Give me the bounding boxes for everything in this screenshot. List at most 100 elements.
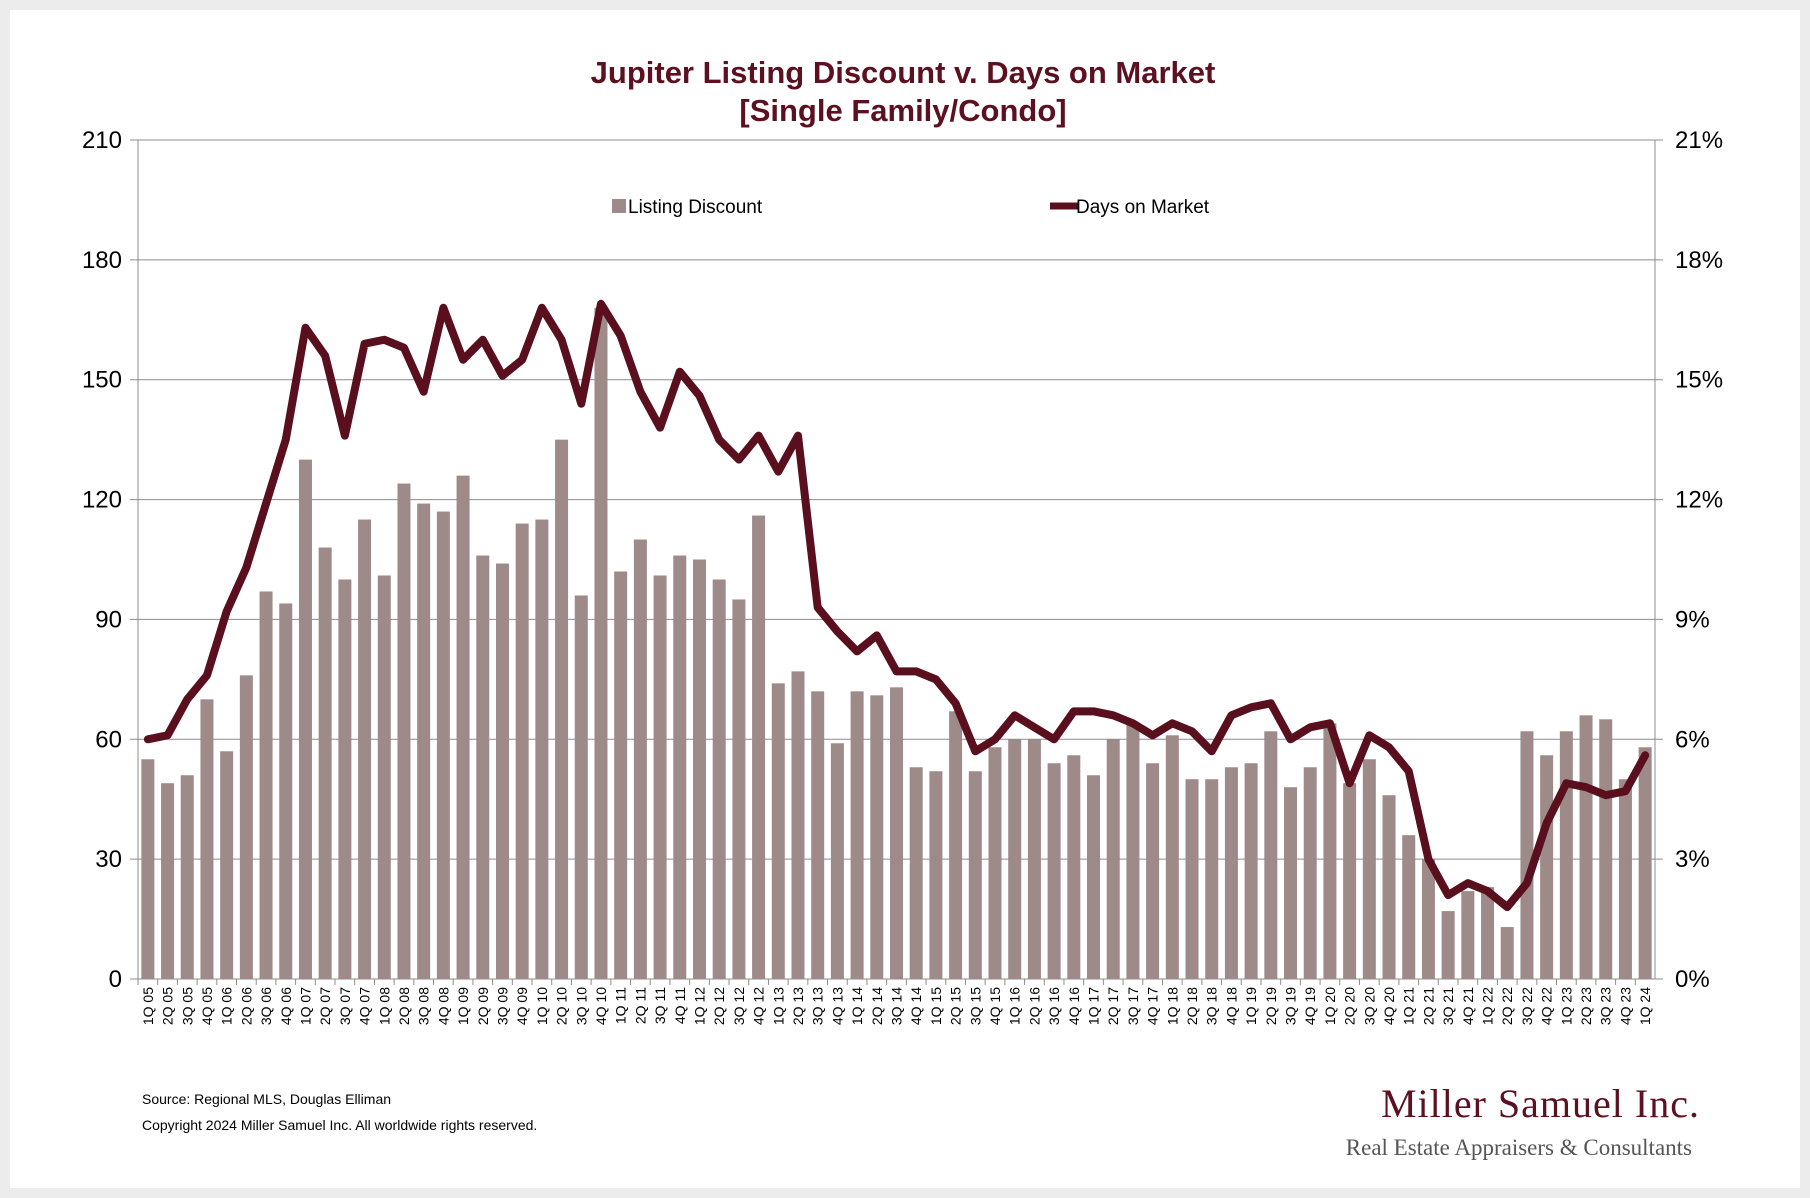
left-tick-label: 180 (82, 247, 122, 274)
x-tick-label: 1Q 06 (219, 987, 235, 1025)
footer-source: Source: Regional MLS, Douglas Elliman (142, 1091, 391, 1107)
chart-title-line2: [Single Family/Condo] (739, 93, 1066, 128)
x-tick-label: 2Q 15 (948, 987, 964, 1025)
x-tick-label: 3Q 07 (337, 987, 353, 1025)
x-tick-label: 1Q 18 (1164, 987, 1180, 1025)
bar (1559, 731, 1573, 979)
bar (1146, 763, 1160, 979)
x-tick-label: 4Q 14 (908, 987, 924, 1025)
bar (1126, 723, 1140, 979)
x-tick-label: 1Q 09 (455, 987, 471, 1025)
x-tick-label: 1Q 20 (1322, 987, 1338, 1025)
x-tick-label: 1Q 11 (613, 987, 629, 1024)
brand-name: Miller Samuel Inc. (1381, 1081, 1700, 1126)
x-tick-label: 3Q 08 (416, 987, 432, 1025)
x-tick-label: 3Q 09 (494, 987, 510, 1025)
bar (949, 711, 963, 979)
x-tick-label: 1Q 24 (1637, 987, 1653, 1025)
x-tick-label: 4Q 17 (1145, 987, 1161, 1025)
x-tick-label: 4Q 16 (1066, 987, 1082, 1025)
x-tick-label: 3Q 14 (889, 987, 905, 1025)
bar (1599, 719, 1613, 979)
x-tick-label: 4Q 10 (593, 987, 609, 1025)
x-tick-label: 4Q 21 (1460, 987, 1476, 1025)
x-tick-label: 3Q 05 (179, 987, 195, 1025)
left-tick-label: 60 (95, 726, 122, 753)
x-tick-label: 4Q 19 (1302, 987, 1318, 1025)
bar (929, 771, 943, 979)
bar (1303, 767, 1317, 979)
bar (732, 599, 746, 979)
right-tick-label: 0% (1675, 966, 1710, 993)
x-tick-label: 1Q 16 (1007, 987, 1023, 1025)
x-tick-label: 3Q 17 (1125, 987, 1141, 1025)
legend-line-label: Days on Market (1076, 197, 1210, 218)
bar (1638, 747, 1652, 979)
bar (1106, 739, 1120, 979)
bar (1284, 787, 1298, 979)
bar (909, 767, 923, 979)
x-tick-label: 3Q 16 (1046, 987, 1062, 1025)
x-tick-label: 4Q 18 (1223, 987, 1239, 1025)
x-tick-label: 4Q 12 (751, 987, 767, 1025)
days-on-market-line (143, 299, 1650, 912)
bar (279, 603, 293, 979)
bar (239, 675, 253, 979)
bar (1047, 763, 1061, 979)
x-tick-label: 2Q 14 (869, 987, 885, 1025)
x-tick-label: 2Q 21 (1420, 987, 1436, 1025)
x-tick-label: 1Q 15 (928, 987, 944, 1025)
right-tick-label: 12% (1675, 487, 1723, 514)
x-tick-label: 2Q 23 (1578, 987, 1594, 1025)
x-tick-label: 3Q 21 (1440, 987, 1456, 1025)
x-tick-label: 1Q 14 (849, 987, 865, 1025)
bar (1185, 779, 1199, 979)
x-tick-label: 2Q 19 (1263, 987, 1279, 1025)
x-tick-label: 4Q 08 (435, 987, 451, 1025)
bar (1579, 715, 1593, 979)
bar (712, 579, 726, 979)
x-tick-label: 4Q 09 (514, 987, 530, 1025)
x-tick-label: 4Q 22 (1539, 987, 1555, 1025)
bar (1362, 759, 1376, 979)
x-tick-label: 2Q 20 (1342, 987, 1358, 1025)
x-tick-label: 1Q 22 (1480, 987, 1496, 1025)
bar (141, 759, 155, 979)
left-axis: 0 30 60 90 120 150 180 210 (82, 127, 139, 993)
bar-series (141, 307, 1652, 980)
bar (1323, 723, 1337, 979)
bar (515, 523, 529, 979)
bar (988, 747, 1002, 979)
x-tick-label: 2Q 07 (317, 987, 333, 1025)
bar (436, 511, 450, 979)
bar (752, 515, 766, 979)
x-tick-label: 4Q 20 (1381, 987, 1397, 1025)
bar (456, 475, 470, 979)
x-tick-label: 1Q 08 (376, 987, 392, 1025)
x-tick-label: 4Q 05 (199, 987, 215, 1025)
bar (1205, 779, 1219, 979)
x-tick-label: 2Q 22 (1499, 987, 1515, 1025)
x-tick-label: 3Q 18 (1204, 987, 1220, 1025)
x-tick-label: 1Q 10 (534, 987, 550, 1025)
bar (594, 307, 608, 979)
x-tick-label: 3Q 11 (652, 987, 668, 1024)
footer-copyright: Copyright 2024 Miller Samuel Inc. All wo… (142, 1117, 537, 1133)
x-tick-label: 4Q 07 (357, 987, 373, 1025)
bar (180, 775, 194, 979)
bar (1481, 887, 1495, 979)
x-tick-label: 4Q 13 (829, 987, 845, 1025)
bar (1165, 735, 1179, 979)
x-tick-label: 1Q 12 (691, 987, 707, 1025)
bar (653, 575, 667, 979)
bar (830, 743, 844, 979)
right-tick-label: 15% (1675, 367, 1723, 394)
bar (673, 555, 687, 979)
bar (1264, 731, 1278, 979)
bar (1224, 767, 1238, 979)
bar (1500, 927, 1514, 979)
left-tick-label: 150 (82, 367, 122, 394)
x-tick-label: 2Q 06 (238, 987, 254, 1025)
right-tick-label: 9% (1675, 606, 1710, 633)
x-tick-label: 2Q 12 (711, 987, 727, 1025)
